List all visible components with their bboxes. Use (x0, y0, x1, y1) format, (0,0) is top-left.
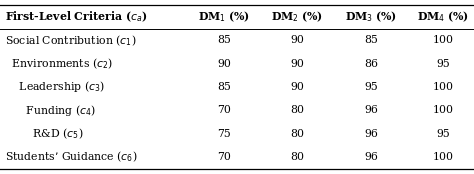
Text: 86: 86 (364, 59, 378, 69)
Text: 95: 95 (436, 129, 450, 139)
Text: 90: 90 (291, 35, 304, 45)
Text: Funding ($c_4$): Funding ($c_4$) (5, 103, 96, 118)
Text: DM$_1$ (%): DM$_1$ (%) (198, 10, 250, 24)
Text: First-Level Criteria ($c_{a}$): First-Level Criteria ($c_{a}$) (5, 10, 147, 24)
Text: DM$_4$ (%): DM$_4$ (%) (417, 10, 469, 24)
Text: Social Contribution ($c_1$): Social Contribution ($c_1$) (5, 33, 136, 48)
Text: 100: 100 (433, 105, 454, 115)
Text: 70: 70 (217, 105, 231, 115)
Text: 100: 100 (433, 82, 454, 92)
Text: 80: 80 (291, 129, 304, 139)
Text: 90: 90 (217, 59, 231, 69)
Text: Students’ Guidance ($c_6$): Students’ Guidance ($c_6$) (5, 150, 137, 164)
Text: 80: 80 (291, 152, 304, 162)
Text: Environments ($c_2$): Environments ($c_2$) (5, 56, 113, 71)
Text: 80: 80 (291, 105, 304, 115)
Text: 96: 96 (364, 152, 378, 162)
Text: R&D ($c_5$): R&D ($c_5$) (5, 126, 83, 141)
Text: 96: 96 (364, 129, 378, 139)
Text: Leadership ($c_3$): Leadership ($c_3$) (5, 80, 105, 94)
Text: 95: 95 (436, 59, 450, 69)
Text: 75: 75 (217, 129, 231, 139)
Text: 85: 85 (217, 82, 231, 92)
Text: 100: 100 (433, 152, 454, 162)
Text: DM$_2$ (%): DM$_2$ (%) (272, 10, 323, 24)
Text: 70: 70 (217, 152, 231, 162)
Text: 85: 85 (364, 35, 378, 45)
Text: 95: 95 (364, 82, 378, 92)
Text: 85: 85 (217, 35, 231, 45)
Text: 100: 100 (433, 35, 454, 45)
Text: 90: 90 (291, 82, 304, 92)
Text: 90: 90 (291, 59, 304, 69)
Text: DM$_3$ (%): DM$_3$ (%) (345, 10, 397, 24)
Text: 96: 96 (364, 105, 378, 115)
